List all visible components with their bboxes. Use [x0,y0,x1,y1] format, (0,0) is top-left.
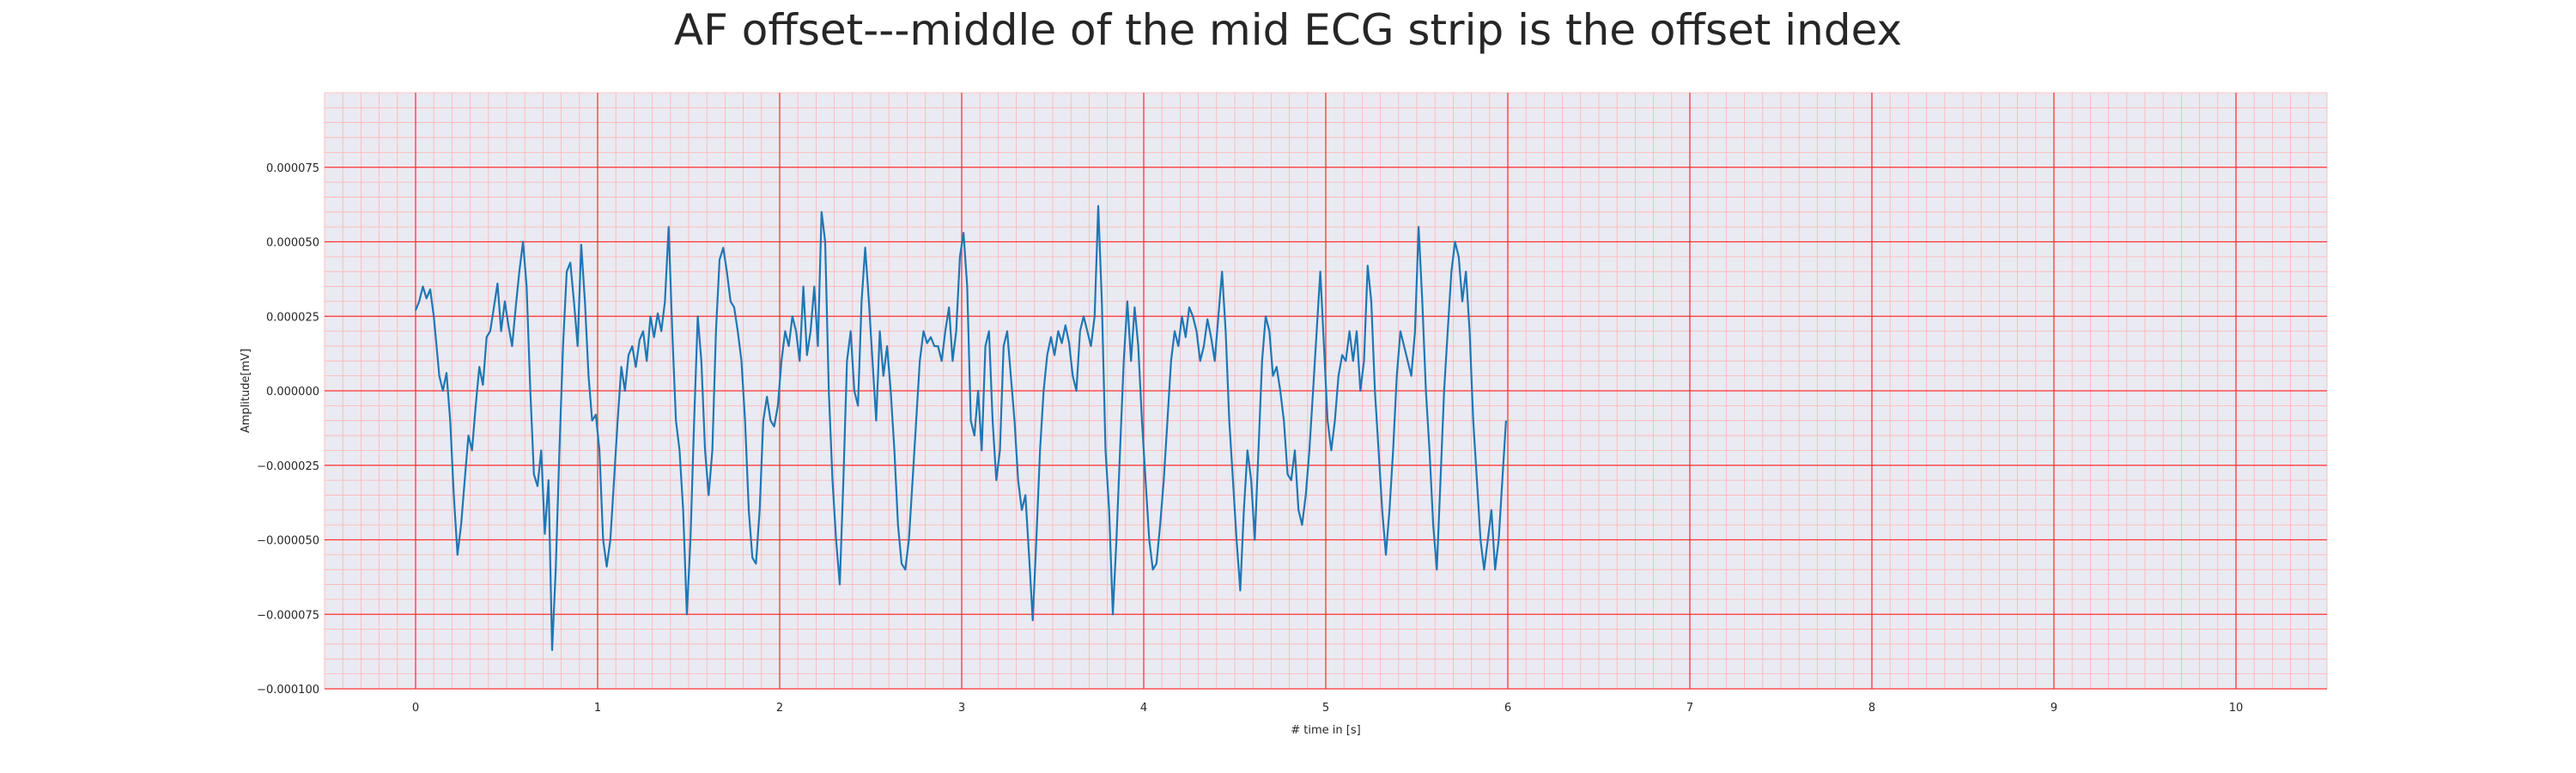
y-axis-label: Amplitude[mV] [240,349,252,433]
x-tick-label: 1 [594,702,601,715]
chart-title: AF offset---middle of the mid ECG strip … [673,5,1903,55]
y-tick-labels: −0.000100 −0.000075 −0.000050 −0.000025 0.00… [257,162,319,697]
y-tick-label: −0.000075 [257,609,319,622]
x-tick-label: 5 [1322,702,1329,715]
x-tick-label: 7 [1686,702,1693,715]
y-tick-label: −0.000025 [257,460,319,473]
x-tick-label: 3 [958,702,965,715]
x-tick-label: 9 [2050,702,2057,715]
y-tick-label: 0.000000 [266,386,319,399]
y-tick-label: −0.000050 [257,535,319,548]
y-tick-label: 0.000025 [266,311,319,324]
x-tick-label: 2 [776,702,783,715]
y-tick-label: −0.000100 [257,684,319,697]
x-tick-label: 4 [1140,702,1147,715]
x-tick-label: 0 [412,702,419,715]
x-tick-label: 6 [1504,702,1511,715]
y-tick-label: 0.000050 [266,237,319,250]
y-tick-label: 0.000075 [266,162,319,175]
ecg-series-line [414,204,1507,651]
x-tick-label: 10 [2229,702,2244,715]
x-axis-label: # time in [s] [1291,724,1360,737]
x-tick-labels: 0 1 2 3 4 5 6 7 8 9 10 [412,702,2243,715]
x-tick-label: 8 [1868,702,1875,715]
